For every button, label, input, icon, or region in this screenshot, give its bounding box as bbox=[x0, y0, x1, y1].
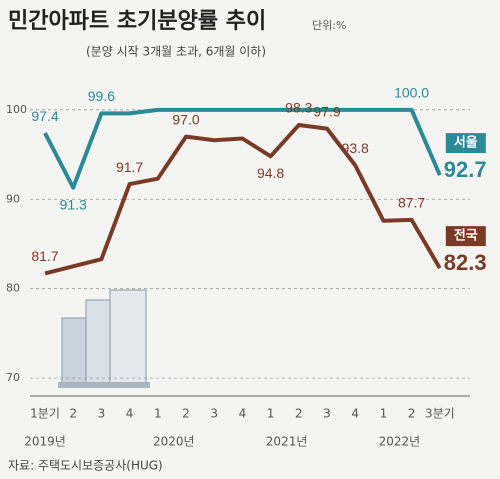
x-tick-label: 3 bbox=[98, 407, 106, 421]
x-tick-label: 3 bbox=[210, 407, 218, 421]
value-label: 97.9 bbox=[313, 103, 340, 119]
x-tick-label: 4 bbox=[239, 407, 247, 421]
value-label: 92.7 bbox=[444, 157, 487, 182]
legend-label: 서울 bbox=[454, 135, 478, 151]
y-tick-label: 70 bbox=[6, 371, 20, 384]
x-tick-label: 1 bbox=[154, 407, 162, 421]
x-tick-label: 2 bbox=[182, 407, 190, 421]
x-tick-label: 3 bbox=[323, 407, 331, 421]
x-tick-label: 2 bbox=[408, 407, 416, 421]
series-line bbox=[43, 107, 442, 190]
value-label: 98.3 bbox=[285, 100, 312, 116]
year-label: 2022년 bbox=[379, 435, 421, 449]
y-tick-label: 90 bbox=[6, 192, 20, 205]
chart-title: 민간아파트 초기분양률 추이 bbox=[8, 9, 266, 34]
value-label: 100.0 bbox=[394, 85, 429, 101]
x-tick-label: 1 bbox=[380, 407, 388, 421]
subtitle: (분양 시작 3개월 초과, 6개월 이하) bbox=[86, 45, 266, 59]
value-label: 81.7 bbox=[31, 248, 58, 264]
x-tick-label: 4 bbox=[351, 407, 359, 421]
x-tick-label: 1분기 bbox=[30, 407, 60, 421]
year-label: 2020년 bbox=[153, 435, 195, 449]
value-label: 82.3 bbox=[444, 250, 487, 275]
y-tick-label: 100 bbox=[6, 103, 27, 116]
year-label: 2021년 bbox=[266, 435, 308, 449]
legend-box bbox=[445, 133, 486, 154]
x-tick-label: 4 bbox=[126, 407, 134, 421]
y-tick-label: 80 bbox=[6, 282, 20, 295]
value-label: 94.8 bbox=[257, 165, 284, 181]
buildings bbox=[58, 289, 150, 388]
value-label: 97.0 bbox=[172, 111, 199, 127]
value-label: 97.4 bbox=[31, 108, 58, 124]
legend-box bbox=[445, 226, 486, 247]
x-tick-label: 3분기 bbox=[425, 407, 455, 421]
unit: 단위:% bbox=[312, 19, 346, 32]
year-label: 2019년 bbox=[24, 435, 66, 449]
x-tick-label: 2 bbox=[69, 407, 77, 421]
value-label: 91.3 bbox=[60, 196, 87, 212]
x-tick-label: 1 bbox=[267, 407, 275, 421]
value-label: 99.6 bbox=[88, 88, 115, 104]
legend-label: 전국 bbox=[454, 228, 478, 244]
value-label: 93.8 bbox=[342, 140, 369, 156]
x-tick-label: 2 bbox=[295, 407, 303, 421]
series-line bbox=[44, 123, 442, 276]
value-label: 87.7 bbox=[398, 195, 425, 211]
source: 자료: 주택도시보증공사(HUG) bbox=[8, 459, 163, 473]
value-label: 91.7 bbox=[116, 159, 143, 175]
